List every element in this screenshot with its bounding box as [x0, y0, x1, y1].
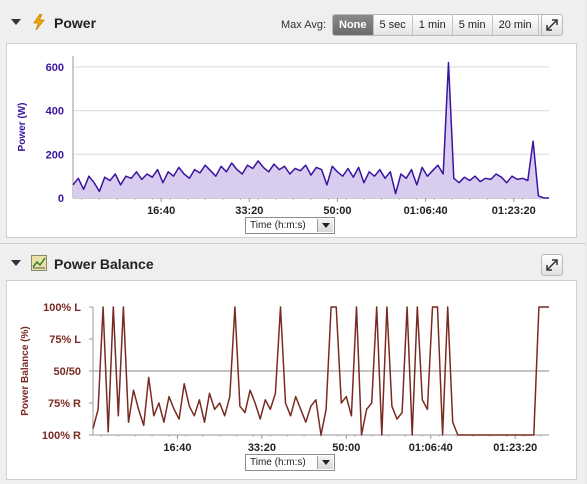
x-tick-label: 50:00 [332, 442, 360, 454]
y-tick-label: 75% L [49, 334, 81, 346]
panel-title: Power [54, 15, 97, 31]
x-tick-label: 16:40 [163, 442, 191, 454]
power-balance-chart: 100% R 75% R 50/50 75% L 100% L 16:40 33:20 50:… [6, 280, 577, 480]
max-avg-option-5-min[interactable]: 5 min [453, 15, 493, 35]
x-axis-selector[interactable]: Time (h:m:s) [245, 217, 335, 234]
power-balance-panel-header: Power Balance [0, 244, 586, 288]
x-axis-selector-label: Time (h:m:s) [250, 457, 306, 468]
chevron-down-icon [317, 219, 333, 232]
x-tick-label: 16:40 [147, 205, 175, 217]
x-axis-selector-label: Time (h:m:s) [250, 220, 306, 231]
power-chart: 0 200 400 600 16:40 33:20 50:00 01:06:40 01:23:2… [6, 43, 577, 238]
max-avg-option-none[interactable]: None [333, 15, 374, 35]
balance-series-line [92, 306, 549, 436]
power-area-fill [73, 62, 549, 198]
x-tick-label: 01:23:20 [493, 442, 537, 454]
panel-title: Power Balance [54, 256, 154, 272]
y-tick-label: 100% R [42, 430, 81, 442]
y-tick-label: 75% R [48, 398, 81, 410]
y-tick-label: 600 [46, 62, 64, 74]
max-avg-option-1-min[interactable]: 1 min [413, 15, 453, 35]
x-axis-selector[interactable]: Time (h:m:s) [245, 454, 335, 471]
balance-chart-icon [31, 255, 47, 271]
power-balance-panel: Power Balance 100% R 75% R 50/50 75% L 100% … [0, 244, 586, 484]
power-chart-svg: 0 200 400 600 16:40 33:20 50:00 01:06:40 01:23:2… [17, 56, 549, 217]
power-panel: Power Max Avg: None 5 sec 1 min 5 min 20… [0, 0, 586, 244]
x-tick-label: 01:06:40 [404, 205, 448, 217]
max-avg-option-5-sec[interactable]: 5 sec [374, 15, 413, 35]
power-panel-header: Power Max Avg: None 5 sec 1 min 5 min 20… [0, 0, 586, 44]
expand-icon [546, 259, 558, 271]
x-tick-label: 01:23:20 [492, 205, 536, 217]
power-series-line [72, 61, 549, 199]
y-axis-label: Power (W) [17, 103, 28, 152]
collapse-arrow-icon[interactable] [11, 19, 21, 25]
max-avg-option-20-min[interactable]: 20 min [493, 15, 539, 35]
max-avg-label: Max Avg: [281, 19, 327, 31]
max-avg-selector: None 5 sec 1 min 5 min 20 min [332, 14, 554, 36]
y-axis-label: Power Balance (%) [20, 326, 31, 415]
y-tick-label: 100% L [43, 302, 81, 314]
y-tick-label: 0 [58, 193, 64, 205]
y-tick-label: 50/50 [53, 366, 81, 378]
collapse-arrow-icon[interactable] [11, 260, 21, 266]
x-tick-label: 50:00 [323, 205, 351, 217]
expand-chart-button[interactable] [541, 254, 563, 276]
y-tick-label: 200 [46, 149, 64, 161]
x-tick-label: 01:06:40 [409, 442, 453, 454]
lightning-bolt-icon [31, 13, 47, 31]
x-tick-label: 33:20 [235, 205, 263, 217]
y-tick-label: 400 [46, 106, 64, 118]
power-balance-chart-svg: 100% R 75% R 50/50 75% L 100% L 16:40 33:20 50:… [20, 302, 549, 454]
x-tick-label: 33:20 [248, 442, 276, 454]
chevron-down-icon [317, 456, 333, 469]
expand-chart-button[interactable] [541, 14, 563, 36]
expand-icon [546, 19, 558, 31]
